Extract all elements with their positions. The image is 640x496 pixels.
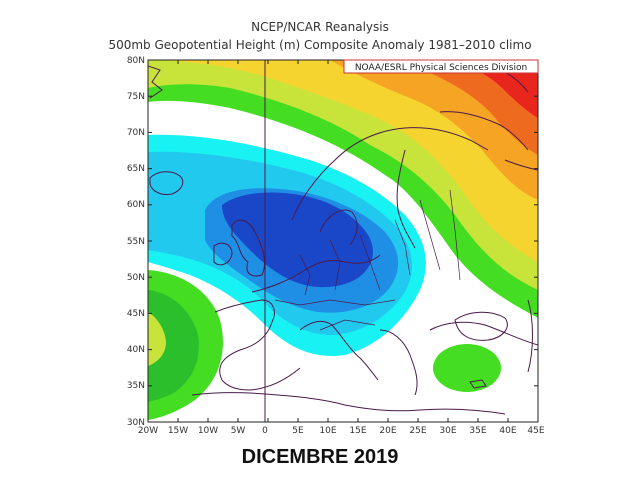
country-borders <box>274 189 461 331</box>
lon-label: 45E <box>527 426 544 436</box>
lon-label: 35E <box>469 426 486 436</box>
lat-label: 70N <box>127 128 145 138</box>
lat-label: 55N <box>127 237 145 247</box>
lon-label: 10W <box>198 426 218 436</box>
coast-britain <box>231 219 265 277</box>
anomaly-region-atlantic-yellow <box>148 312 166 366</box>
credit-text: NOAA/ESRL Physical Sciences Division <box>355 63 527 73</box>
anomaly-band-deep-blue <box>222 192 373 288</box>
lon-label: 20W <box>138 426 158 436</box>
longitude-labels: 20W 15W 10W 5W 0 5E 10E 15E 20E 25E 30E … <box>138 426 545 436</box>
lat-label: 40N <box>127 345 145 355</box>
coast-caspian <box>527 299 533 373</box>
coast-scandinavia <box>291 127 489 249</box>
coast-iceland <box>149 171 184 195</box>
anomaly-map: 80N 75N 70N 65N 60N 55N 50N 45N 40N 35N … <box>127 56 545 436</box>
credit-box: NOAA/ESRL Physical Sciences Division <box>343 59 539 74</box>
coast-kola <box>439 111 538 171</box>
lon-label: 20E <box>379 426 396 436</box>
anomaly-band-red <box>440 60 538 118</box>
lon-label: 10E <box>319 426 336 436</box>
lon-label: 5W <box>231 426 246 436</box>
lat-label: 80N <box>127 56 145 66</box>
anomaly-region-eastern-med <box>433 344 501 392</box>
anomaly-region-atlantic-darkgreen <box>148 290 199 402</box>
lat-label: 60N <box>127 200 145 210</box>
lat-label: 50N <box>127 273 145 283</box>
lon-label: 25E <box>409 426 426 436</box>
lon-label: 15W <box>168 426 188 436</box>
lat-label: 65N <box>127 164 145 174</box>
lon-label: 5E <box>292 426 304 436</box>
lat-label: 45N <box>127 309 145 319</box>
latitude-labels: 80N 75N 70N 65N 60N 55N 50N 45N 40N 35N … <box>127 56 145 428</box>
coast-ireland <box>213 242 233 266</box>
lon-label: 40E <box>499 426 516 436</box>
chart-subtitle: 500mb Geopotential Height (m) Composite … <box>108 38 532 52</box>
lon-label: 30E <box>439 426 456 436</box>
lat-label: 30N <box>127 418 145 428</box>
coast-continent <box>214 254 538 396</box>
coast-north-africa <box>191 392 506 415</box>
chart-title: NCEP/NCAR Reanalysis <box>251 20 389 34</box>
coast-cyprus <box>469 379 487 389</box>
lat-label: 35N <box>127 381 145 391</box>
coastlines <box>148 65 538 415</box>
lat-label: 75N <box>127 92 145 102</box>
lon-label: 0 <box>262 426 268 436</box>
coast-greenland <box>148 65 163 99</box>
lon-label: 15E <box>349 426 366 436</box>
month-caption: DICEMBRE 2019 <box>241 446 399 468</box>
coast-black-sea <box>454 311 508 341</box>
